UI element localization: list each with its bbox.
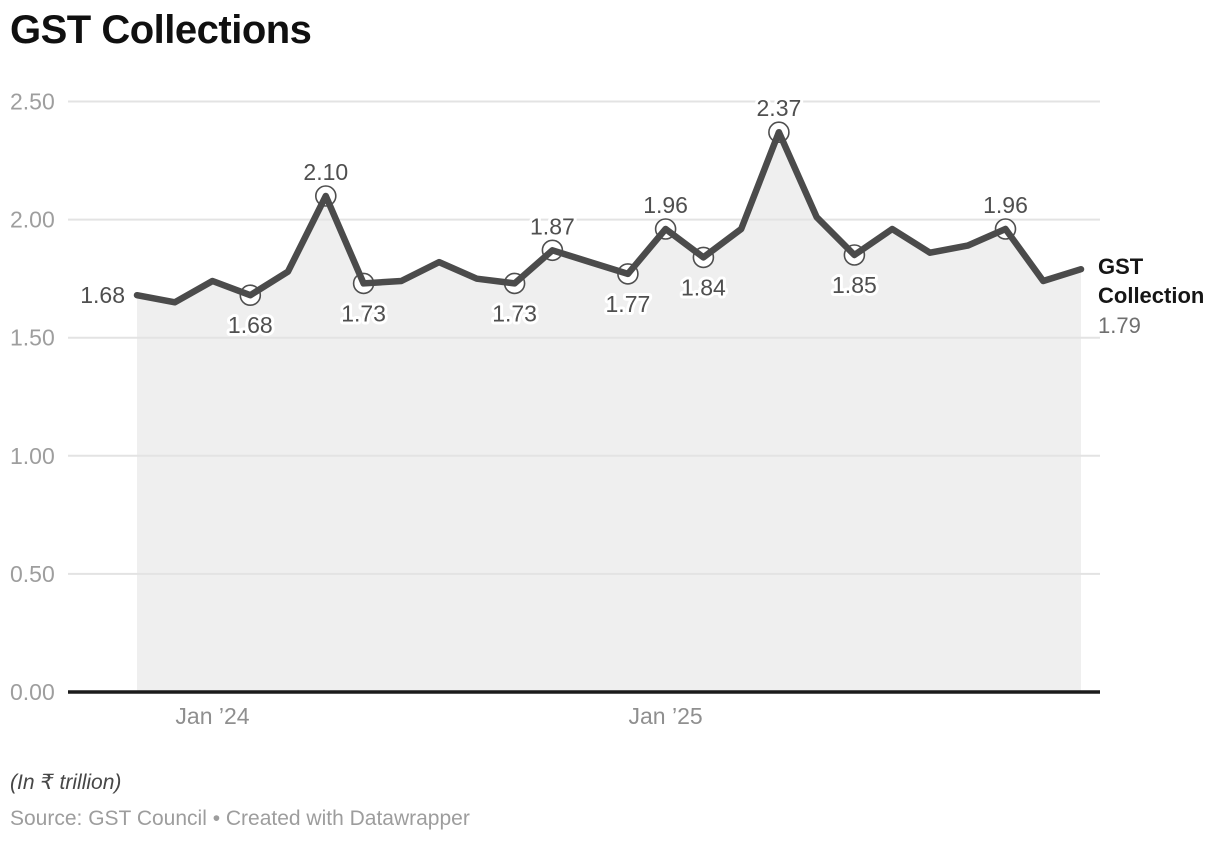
value-label: 1.96 [643, 192, 688, 218]
series-line [133, 128, 1085, 306]
value-label: 1.84 [681, 274, 726, 300]
series-name-label: GST Collection [1098, 254, 1205, 308]
unit-note: (In ₹ trillion) [10, 771, 122, 794]
value-label: 1.68 [228, 312, 273, 338]
value-label: 1.68 [80, 282, 125, 308]
value-label: 1.96 [983, 192, 1028, 218]
value-label: 1.73 [492, 300, 537, 326]
y-axis-tick-label: 1.00 [10, 443, 55, 469]
value-label: 1.77 [606, 291, 651, 317]
y-axis-tick-label: 2.00 [10, 207, 55, 233]
series-last-value: 1.79 [1098, 313, 1141, 338]
x-axis-tick-label: Jan ’25 [629, 703, 703, 729]
value-label: 2.37 [757, 95, 802, 121]
x-axis-tick-label: Jan ’24 [175, 703, 249, 729]
y-axis-tick-label: 0.50 [10, 561, 55, 587]
y-axis-tick-label: 1.50 [10, 325, 55, 351]
source-attribution: Source: GST Council • Created with Dataw… [10, 807, 470, 830]
value-label: 1.87 [530, 213, 575, 239]
area-fill [137, 132, 1081, 692]
series-end-annotation: GST Collection 1.79 [1098, 252, 1214, 340]
chart-title: GST Collections [10, 8, 312, 52]
gst-collections-line-chart: 2.50 2.00 1.50 1.00 0.50 0.00 Jan ’24 Jan ’25 1.… [10, 89, 1100, 729]
y-axis-tick-label: 0.00 [10, 679, 55, 705]
value-label: 1.73 [341, 300, 386, 326]
value-label: 1.85 [832, 272, 877, 298]
y-axis-tick-label: 2.50 [10, 89, 55, 115]
value-label: 2.10 [303, 159, 348, 185]
